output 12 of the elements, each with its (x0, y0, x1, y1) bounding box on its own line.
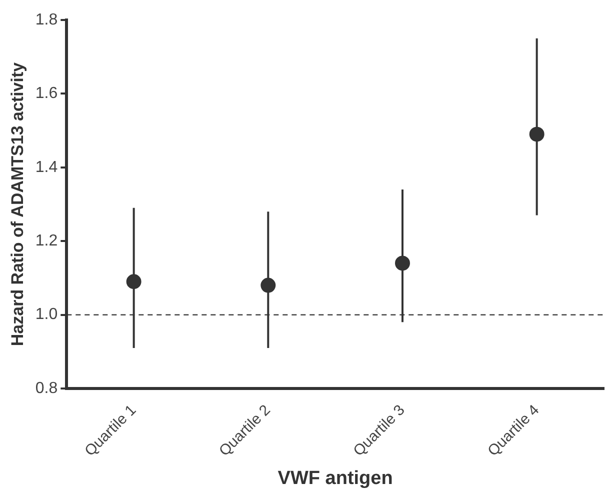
point (394, 256, 410, 271)
y-axis-title: Hazard Ratio of ADAMTS13 activity (8, 62, 27, 346)
y-tick-label: 1.4 (35, 158, 58, 176)
point (529, 126, 544, 142)
x-axis-title: VWF antigen (278, 468, 393, 489)
y-tick-label: 0.8 (35, 380, 58, 397)
point (260, 278, 276, 293)
point (126, 274, 142, 290)
y-tick-label: 1.8 (35, 11, 58, 28)
y-tick-label: 1.0 (35, 306, 58, 324)
y-tick-label: 1.6 (35, 85, 58, 102)
y-tick-label: 1.2 (35, 232, 58, 250)
